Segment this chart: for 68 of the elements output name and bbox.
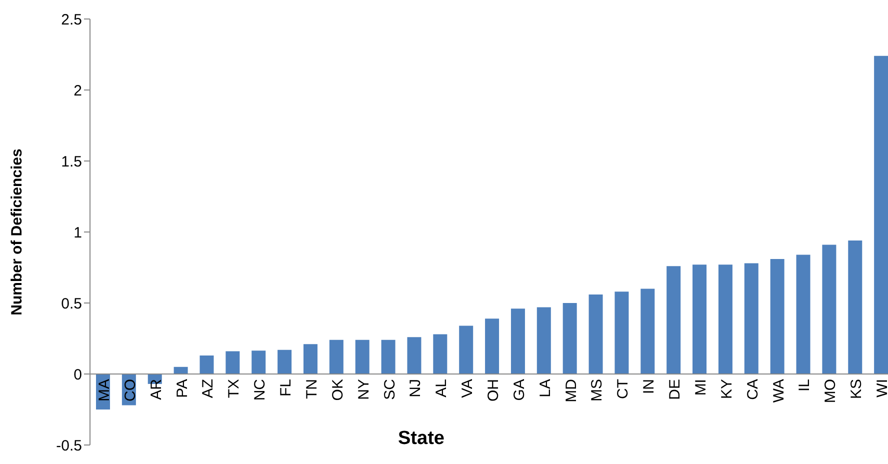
x-tick-label: CA (744, 379, 762, 400)
bar (588, 294, 603, 374)
x-tick-label: MD (562, 378, 580, 402)
y-tick-label: 2 (74, 82, 82, 100)
bar (536, 307, 551, 374)
x-tick-label: TN (303, 379, 320, 399)
x-tick-label: IL (796, 379, 814, 392)
bar (485, 318, 500, 374)
y-axis-title: Number of Deficiencies (8, 148, 26, 316)
y-tick-label: 1.5 (61, 153, 82, 170)
x-tick-label: KS (848, 379, 866, 400)
bar (718, 264, 732, 374)
bar (692, 264, 707, 374)
x-tick-label: AZ (200, 379, 217, 398)
x-tick-label: KY (718, 379, 736, 400)
y-tick-label: -0.5 (56, 437, 82, 454)
x-tick-label: LA (536, 379, 554, 398)
bar (174, 366, 188, 374)
x-tick-label: OK (329, 379, 346, 401)
bar (666, 266, 681, 374)
bar (848, 240, 862, 374)
x-tick-label: WA (770, 379, 788, 403)
bar (226, 351, 240, 374)
x-tick-label: MO (822, 379, 840, 404)
x-tick-label: PA (174, 379, 191, 398)
x-tick-label: NJ (407, 379, 424, 398)
bar (252, 350, 266, 374)
bar (407, 337, 422, 374)
bar (640, 288, 655, 374)
bar (303, 344, 318, 374)
x-tick-label: NY (355, 379, 372, 400)
x-tick-label: AL (433, 379, 450, 398)
bar (278, 350, 292, 374)
x-tick-label: DE (666, 379, 684, 400)
bar (562, 303, 577, 374)
x-tick-label: OH (485, 379, 502, 402)
x-tick-label: CT (614, 379, 632, 399)
bar (822, 244, 836, 374)
x-tick-label: CO (122, 379, 139, 402)
x-tick-label: MI (692, 379, 710, 396)
x-tick-label: FL (278, 379, 295, 397)
x-tick-label: TX (226, 379, 243, 398)
x-tick-label: MA (96, 379, 113, 402)
x-tick-label: AR (148, 378, 165, 400)
bar (329, 340, 344, 374)
x-axis-title: State (398, 428, 444, 450)
x-tick-label: NC (252, 378, 269, 401)
x-tick-label: GA (510, 379, 528, 401)
y-tick-label: 1 (74, 224, 82, 242)
bar (796, 254, 810, 374)
x-tick-label: IN (640, 379, 658, 394)
y-tick-label: 0 (74, 366, 82, 384)
x-tick-label: MS (588, 379, 606, 402)
bar (874, 56, 888, 374)
bar (433, 334, 448, 374)
x-tick-label: SC (381, 378, 398, 400)
y-tick-label: 2.5 (61, 11, 82, 28)
bar (614, 292, 629, 374)
bar (510, 308, 525, 374)
bar (770, 258, 784, 374)
x-tick-label: VA (459, 379, 476, 398)
bar (381, 340, 396, 374)
bar (200, 356, 214, 374)
bar (744, 263, 758, 374)
x-tick-label: WI (874, 379, 888, 398)
bar (355, 340, 370, 374)
bar (459, 326, 474, 374)
y-tick-label: 0.5 (61, 295, 82, 312)
